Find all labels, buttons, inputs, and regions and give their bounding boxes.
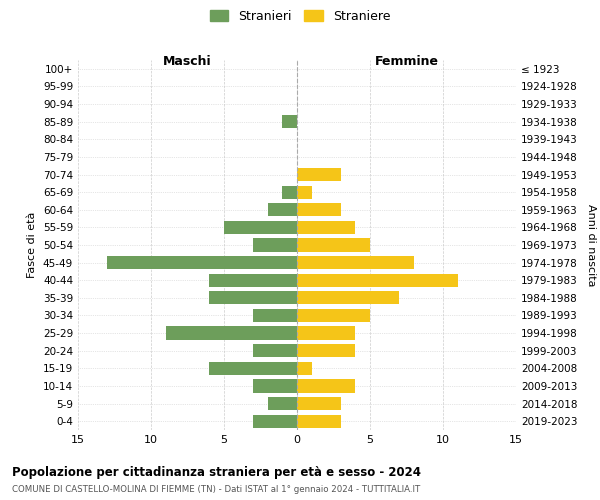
Bar	[253, 380, 297, 392]
Bar	[297, 291, 399, 304]
Y-axis label: Fasce di età: Fasce di età	[28, 212, 37, 278]
Bar	[297, 344, 355, 358]
Bar	[209, 274, 297, 287]
Bar	[253, 238, 297, 252]
Bar	[297, 203, 341, 216]
Legend: Stranieri, Straniere: Stranieri, Straniere	[205, 5, 395, 28]
Bar	[209, 362, 297, 375]
Bar	[283, 115, 297, 128]
Bar	[268, 397, 297, 410]
Bar	[297, 380, 355, 392]
Bar	[297, 397, 341, 410]
Text: Maschi: Maschi	[163, 56, 212, 68]
Bar	[297, 186, 311, 198]
Text: Femmine: Femmine	[374, 56, 439, 68]
Bar	[297, 309, 370, 322]
Bar	[297, 168, 341, 181]
Bar	[297, 326, 355, 340]
Bar	[297, 414, 341, 428]
Bar	[107, 256, 297, 269]
Bar	[297, 221, 355, 234]
Bar	[297, 362, 311, 375]
Bar	[253, 309, 297, 322]
Bar	[253, 344, 297, 358]
Bar	[268, 203, 297, 216]
Bar	[297, 256, 414, 269]
Text: COMUNE DI CASTELLO-MOLINA DI FIEMME (TN) - Dati ISTAT al 1° gennaio 2024 - TUTTI: COMUNE DI CASTELLO-MOLINA DI FIEMME (TN)…	[12, 485, 420, 494]
Bar	[297, 238, 370, 252]
Bar	[166, 326, 297, 340]
Bar	[283, 186, 297, 198]
Bar	[297, 274, 458, 287]
Y-axis label: Anni di nascita: Anni di nascita	[586, 204, 596, 286]
Bar	[209, 291, 297, 304]
Bar	[253, 414, 297, 428]
Text: Popolazione per cittadinanza straniera per età e sesso - 2024: Popolazione per cittadinanza straniera p…	[12, 466, 421, 479]
Bar	[224, 221, 297, 234]
